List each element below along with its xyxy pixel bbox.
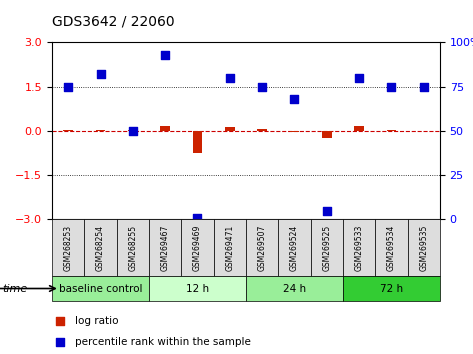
Bar — [289, 131, 299, 132]
Bar — [225, 127, 235, 131]
FancyBboxPatch shape — [181, 219, 214, 276]
FancyBboxPatch shape — [408, 219, 440, 276]
Bar — [160, 126, 170, 131]
Point — [323, 208, 331, 213]
Point — [129, 128, 137, 134]
Text: baseline control: baseline control — [59, 284, 142, 293]
FancyBboxPatch shape — [246, 219, 278, 276]
Text: GSM269524: GSM269524 — [290, 225, 299, 271]
FancyBboxPatch shape — [149, 219, 181, 276]
Text: log ratio: log ratio — [75, 316, 119, 326]
Point — [161, 52, 169, 58]
FancyBboxPatch shape — [246, 276, 343, 301]
Text: GSM268253: GSM268253 — [64, 225, 73, 271]
Text: GSM269469: GSM269469 — [193, 224, 202, 271]
Text: 12 h: 12 h — [186, 284, 209, 293]
Bar — [128, 130, 138, 131]
FancyBboxPatch shape — [343, 219, 375, 276]
FancyBboxPatch shape — [52, 219, 84, 276]
Text: GSM268255: GSM268255 — [128, 225, 137, 271]
Text: GDS3642 / 22060: GDS3642 / 22060 — [52, 14, 175, 28]
FancyBboxPatch shape — [375, 219, 408, 276]
FancyBboxPatch shape — [311, 219, 343, 276]
Point — [355, 75, 363, 81]
Bar — [354, 126, 364, 131]
FancyBboxPatch shape — [214, 219, 246, 276]
Point — [64, 84, 72, 90]
Text: GSM269525: GSM269525 — [322, 225, 331, 271]
Point — [387, 84, 395, 90]
Point — [313, 56, 320, 62]
FancyBboxPatch shape — [52, 276, 149, 301]
Bar — [322, 131, 332, 138]
Text: time: time — [2, 284, 27, 293]
Text: GSM269534: GSM269534 — [387, 224, 396, 271]
Point — [313, 249, 320, 255]
Point — [193, 215, 201, 221]
Text: GSM269471: GSM269471 — [225, 225, 234, 271]
FancyBboxPatch shape — [84, 219, 117, 276]
Text: percentile rank within the sample: percentile rank within the sample — [75, 337, 251, 347]
Text: 72 h: 72 h — [380, 284, 403, 293]
Bar — [386, 130, 396, 131]
Bar — [63, 130, 73, 131]
Point — [290, 96, 298, 102]
Text: GSM268254: GSM268254 — [96, 225, 105, 271]
FancyBboxPatch shape — [278, 219, 311, 276]
Bar — [257, 129, 267, 131]
Bar — [96, 130, 105, 131]
FancyBboxPatch shape — [117, 219, 149, 276]
Text: GSM269507: GSM269507 — [258, 224, 267, 271]
Text: GSM269533: GSM269533 — [355, 224, 364, 271]
Text: 24 h: 24 h — [283, 284, 306, 293]
Text: GSM269467: GSM269467 — [161, 224, 170, 271]
Point — [226, 75, 234, 81]
Point — [258, 84, 266, 90]
Text: GSM269535: GSM269535 — [419, 224, 428, 271]
Point — [96, 72, 104, 77]
FancyBboxPatch shape — [149, 276, 246, 301]
Point — [420, 84, 428, 90]
Bar — [193, 131, 202, 153]
FancyBboxPatch shape — [343, 276, 440, 301]
